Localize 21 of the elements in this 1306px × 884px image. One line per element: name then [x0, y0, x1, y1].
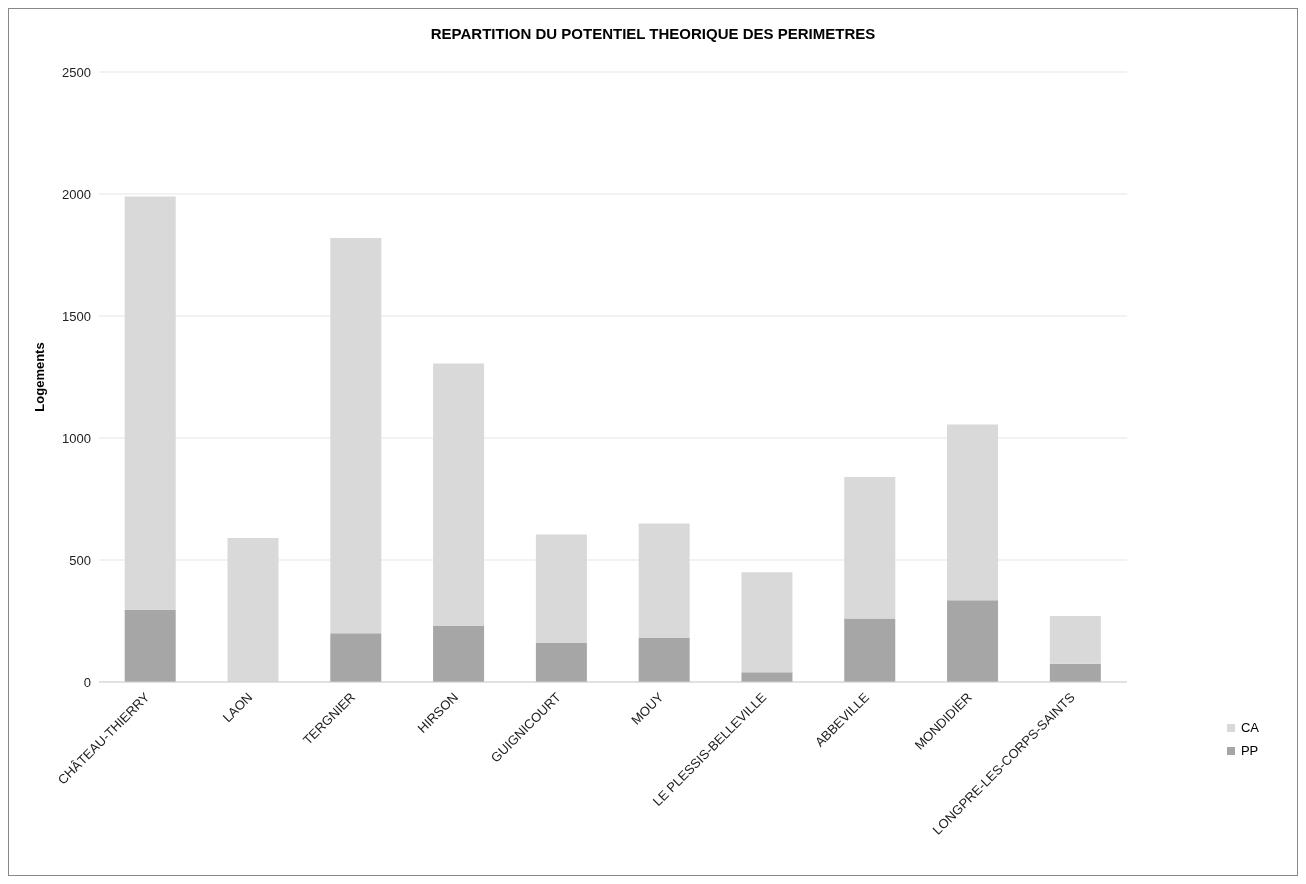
bar — [947, 600, 999, 682]
legend-label: PP — [1240, 743, 1259, 758]
y-tick-label: 2500 — [62, 64, 91, 80]
bar — [1049, 616, 1101, 664]
bar — [638, 638, 690, 682]
y-tick-label: 1500 — [62, 308, 91, 324]
bar — [124, 610, 176, 682]
bar — [330, 633, 382, 682]
y-tick-label: 2000 — [62, 186, 91, 202]
bar — [741, 672, 793, 682]
bar — [741, 572, 793, 673]
legend-label: CA — [1240, 720, 1259, 735]
bar — [844, 618, 896, 682]
y-axis-title: Logements — [31, 342, 47, 412]
bar — [433, 625, 485, 682]
y-tick-label: 0 — [83, 674, 91, 690]
y-tick-label: 1000 — [62, 430, 91, 446]
bar — [535, 642, 587, 682]
y-tick-label: 500 — [69, 552, 91, 568]
chart-title: REPARTITION DU POTENTIEL THEORIQUE DES PERIMETRES — [429, 25, 877, 42]
bar — [1049, 663, 1101, 682]
